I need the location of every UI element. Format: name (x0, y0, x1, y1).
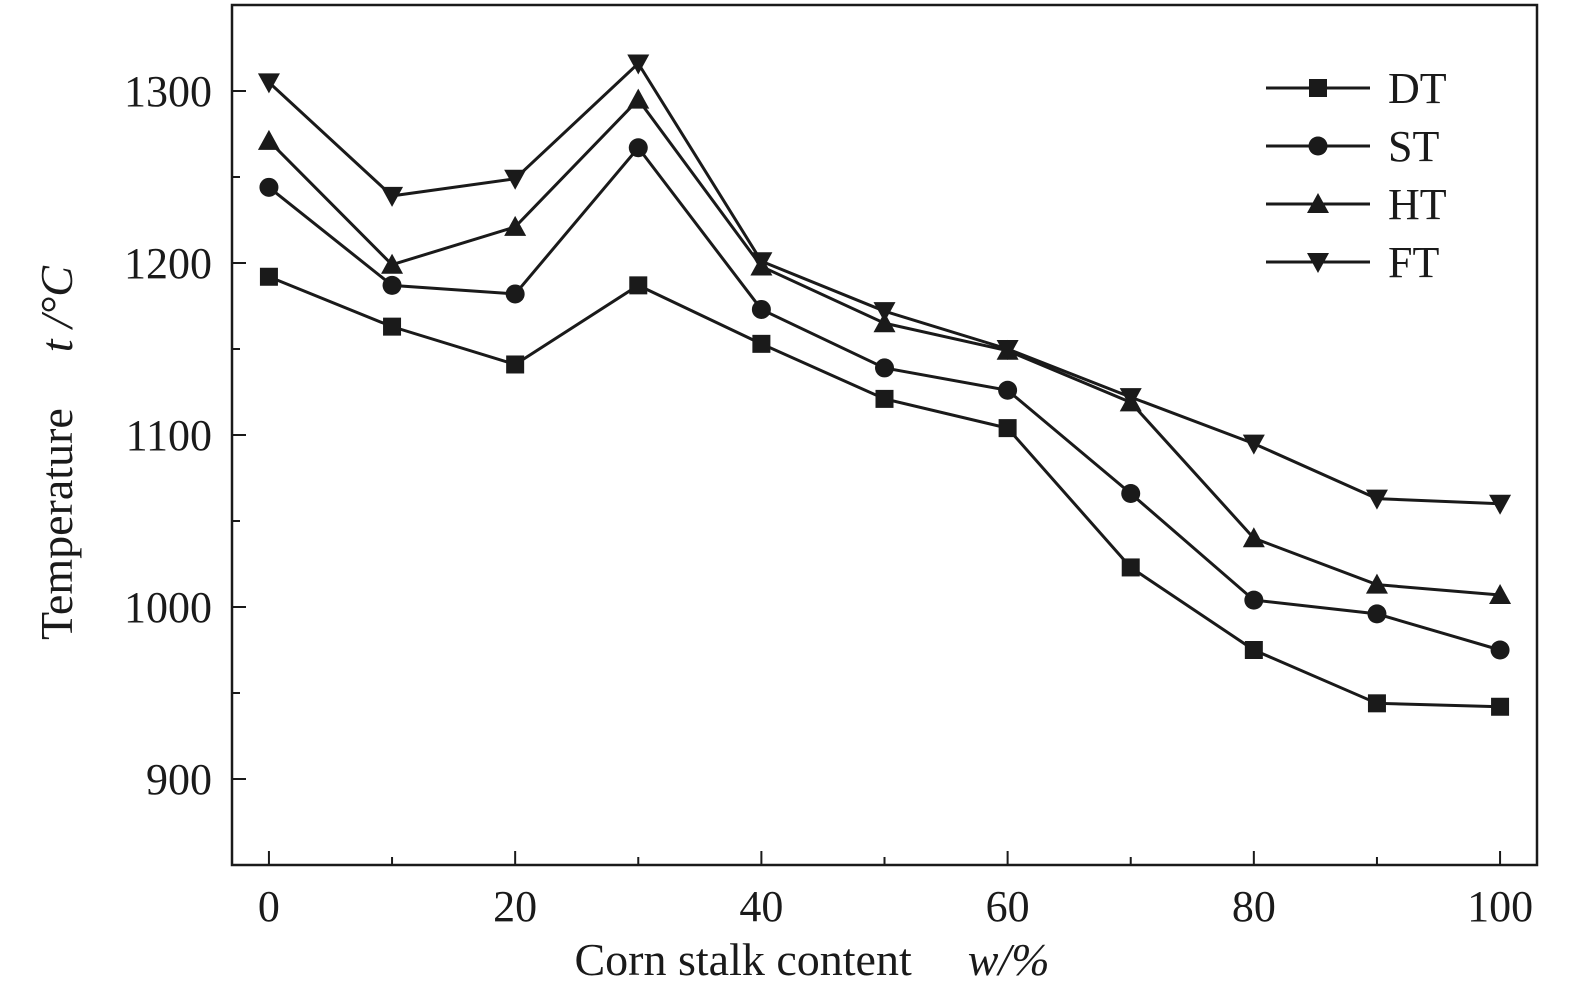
data-point-ft (504, 169, 527, 190)
series-layer (257, 54, 1512, 716)
data-point-dt (752, 334, 771, 353)
data-point-dt (506, 355, 525, 374)
data-point-ft (873, 302, 896, 323)
legend-label-ft: FT (1388, 238, 1439, 287)
data-point-ht (504, 215, 527, 236)
x-axis-unit: w/% (968, 934, 1050, 985)
x-tick-label: 80 (1232, 882, 1276, 931)
legend-item-st: ST (1266, 122, 1439, 171)
data-point-ft (1489, 494, 1512, 515)
y-tick-label: 1200 (124, 239, 212, 288)
legend-item-dt: DT (1266, 64, 1447, 113)
y-tick-label: 1100 (126, 411, 212, 460)
data-point-st (1367, 604, 1387, 624)
y-axis-title: Temperature t /°C (31, 265, 82, 640)
data-point-dt (1367, 694, 1386, 713)
x-tick-label: 100 (1467, 882, 1533, 931)
plot-frame (230, 3, 1539, 867)
data-point-st (382, 275, 402, 295)
y-axis-label: Temperature (31, 408, 82, 640)
legend-item-ft: FT (1266, 238, 1439, 287)
x-tick-label: 40 (739, 882, 783, 931)
data-point-ht (873, 312, 896, 333)
y-tick-label: 900 (146, 755, 212, 804)
data-point-ht (1365, 573, 1388, 594)
legend-marker-ft (1307, 253, 1329, 273)
data-point-st (259, 177, 279, 197)
data-point-dt (629, 276, 648, 295)
y-tick-label: 1300 (124, 67, 212, 116)
legend-marker-dt (1309, 79, 1327, 97)
data-point-dt (875, 389, 894, 408)
legend-label-st: ST (1388, 122, 1439, 171)
series-dt (259, 267, 1510, 716)
y-axis-unit: t /°C (31, 265, 82, 352)
data-point-st (751, 299, 771, 319)
data-point-st (628, 138, 648, 158)
x-tick-label: 60 (986, 882, 1030, 931)
data-point-st (875, 358, 894, 378)
series-ht (257, 88, 1512, 604)
series-line-ht (267, 97, 1501, 597)
x-axis: 0 20 40 60 80 100 (258, 851, 1533, 931)
data-point-st (1490, 640, 1510, 660)
data-point-dt (1491, 697, 1510, 716)
data-point-ft (1119, 388, 1142, 409)
series-ft (257, 54, 1512, 515)
legend: DT ST HT FT (1266, 64, 1447, 287)
series-line-ft (267, 61, 1501, 506)
data-point-dt (259, 267, 278, 286)
series-st (259, 138, 1510, 660)
series-line-dt (268, 275, 1501, 709)
y-tick-label: 1000 (124, 583, 212, 632)
data-point-ft (750, 252, 773, 273)
legend-marker-ht (1307, 193, 1329, 213)
x-tick-label: 0 (258, 882, 280, 931)
data-point-ht (257, 129, 280, 150)
data-point-ft (627, 54, 650, 75)
legend-item-ht: HT (1266, 180, 1447, 229)
data-point-dt (998, 419, 1017, 438)
data-point-ht (1242, 527, 1265, 548)
legend-label-dt: DT (1388, 64, 1447, 113)
x-axis-label: Corn stalk content (574, 934, 911, 985)
data-point-dt (383, 317, 402, 336)
legend-label-ht: HT (1388, 180, 1447, 229)
legend-marker-st (1308, 136, 1328, 156)
data-point-ft (381, 186, 404, 207)
data-point-ht (627, 88, 650, 109)
data-point-ht (1489, 583, 1512, 604)
data-point-dt (1244, 641, 1263, 659)
y-axis: 900 1000 1100 1200 1300 (124, 67, 246, 804)
data-point-st (505, 284, 525, 304)
data-point-st (1121, 483, 1141, 503)
x-axis-title: Corn stalk content w/% (574, 934, 1049, 985)
data-point-ft (257, 73, 280, 94)
data-point-st (1244, 590, 1264, 610)
x-tick-label: 20 (493, 882, 537, 931)
data-point-st (998, 380, 1018, 400)
data-point-ft (1242, 434, 1265, 455)
data-point-dt (1121, 558, 1140, 577)
data-point-ft (996, 340, 1019, 360)
data-point-ft (1365, 489, 1388, 510)
data-point-ht (381, 253, 404, 274)
